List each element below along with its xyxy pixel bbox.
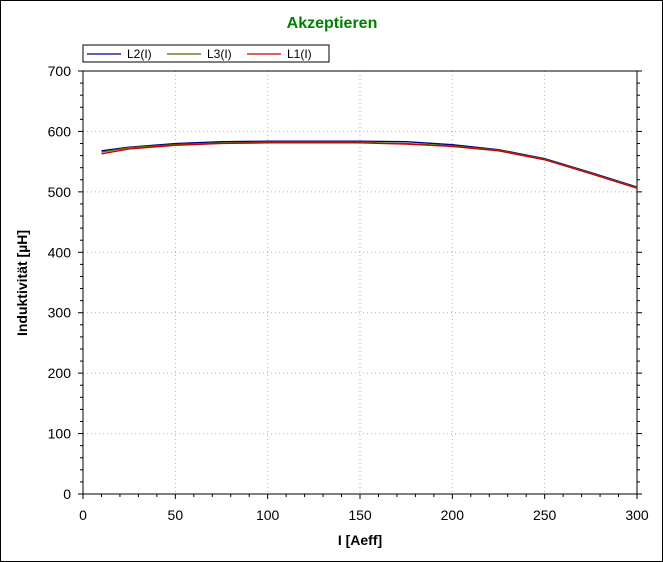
plot-area [82, 70, 638, 495]
y-tick-label: 500 [48, 184, 72, 200]
series-lines [101, 140, 638, 189]
legend-label-l3: L3(I) [207, 47, 232, 61]
legend-box [82, 44, 330, 63]
y-tick-label: 200 [48, 365, 72, 381]
x-tick-label: 0 [79, 507, 87, 523]
ticks: 0 50 100 150 200 250 300 0 100 200 300 400 500 600 700 [48, 63, 649, 523]
x-tick-label: 200 [441, 507, 465, 523]
y-axis-label: Induktivität [µH] [14, 230, 30, 336]
series-line-l3 [101, 141, 638, 189]
y-tick-label: 600 [48, 123, 72, 139]
y-tick-label: 400 [48, 244, 72, 260]
x-tick-label: 100 [256, 507, 280, 523]
chart-title: Akzeptieren [287, 15, 378, 32]
y-tick-label: 0 [63, 486, 71, 502]
y-tick-label: 300 [48, 305, 72, 321]
legend: L2(I) L3(I) L1(I) [82, 44, 330, 63]
x-tick-label: 150 [348, 507, 372, 523]
series-line-l1 [101, 142, 638, 189]
x-tick-label: 300 [625, 507, 649, 523]
x-axis-label: I [Aeff] [338, 532, 382, 548]
x-tick-label: 250 [533, 507, 557, 523]
grid [83, 71, 637, 494]
legend-label-l1: L1(I) [287, 47, 312, 61]
x-tick-label: 50 [168, 507, 184, 523]
y-tick-label: 700 [48, 63, 72, 79]
legend-label-l2: L2(I) [127, 47, 152, 61]
y-tick-label: 100 [48, 426, 72, 442]
